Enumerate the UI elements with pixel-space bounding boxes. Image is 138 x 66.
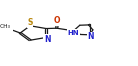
Text: CH₃: CH₃ <box>0 24 11 29</box>
Text: S: S <box>27 18 33 27</box>
Text: N: N <box>44 35 51 44</box>
Text: N: N <box>87 32 94 41</box>
Text: O: O <box>54 16 61 25</box>
Text: HN: HN <box>68 30 79 36</box>
